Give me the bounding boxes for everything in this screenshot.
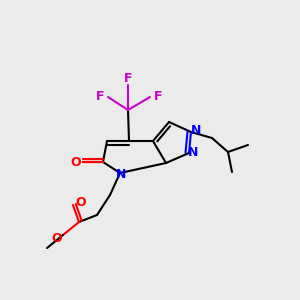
Text: N: N bbox=[116, 167, 126, 181]
Text: N: N bbox=[191, 124, 201, 136]
Text: O: O bbox=[76, 196, 86, 209]
Text: F: F bbox=[124, 71, 132, 85]
Text: N: N bbox=[188, 146, 198, 160]
Text: F: F bbox=[96, 91, 104, 103]
Text: F: F bbox=[154, 91, 162, 103]
Text: O: O bbox=[71, 155, 81, 169]
Text: O: O bbox=[52, 232, 62, 245]
